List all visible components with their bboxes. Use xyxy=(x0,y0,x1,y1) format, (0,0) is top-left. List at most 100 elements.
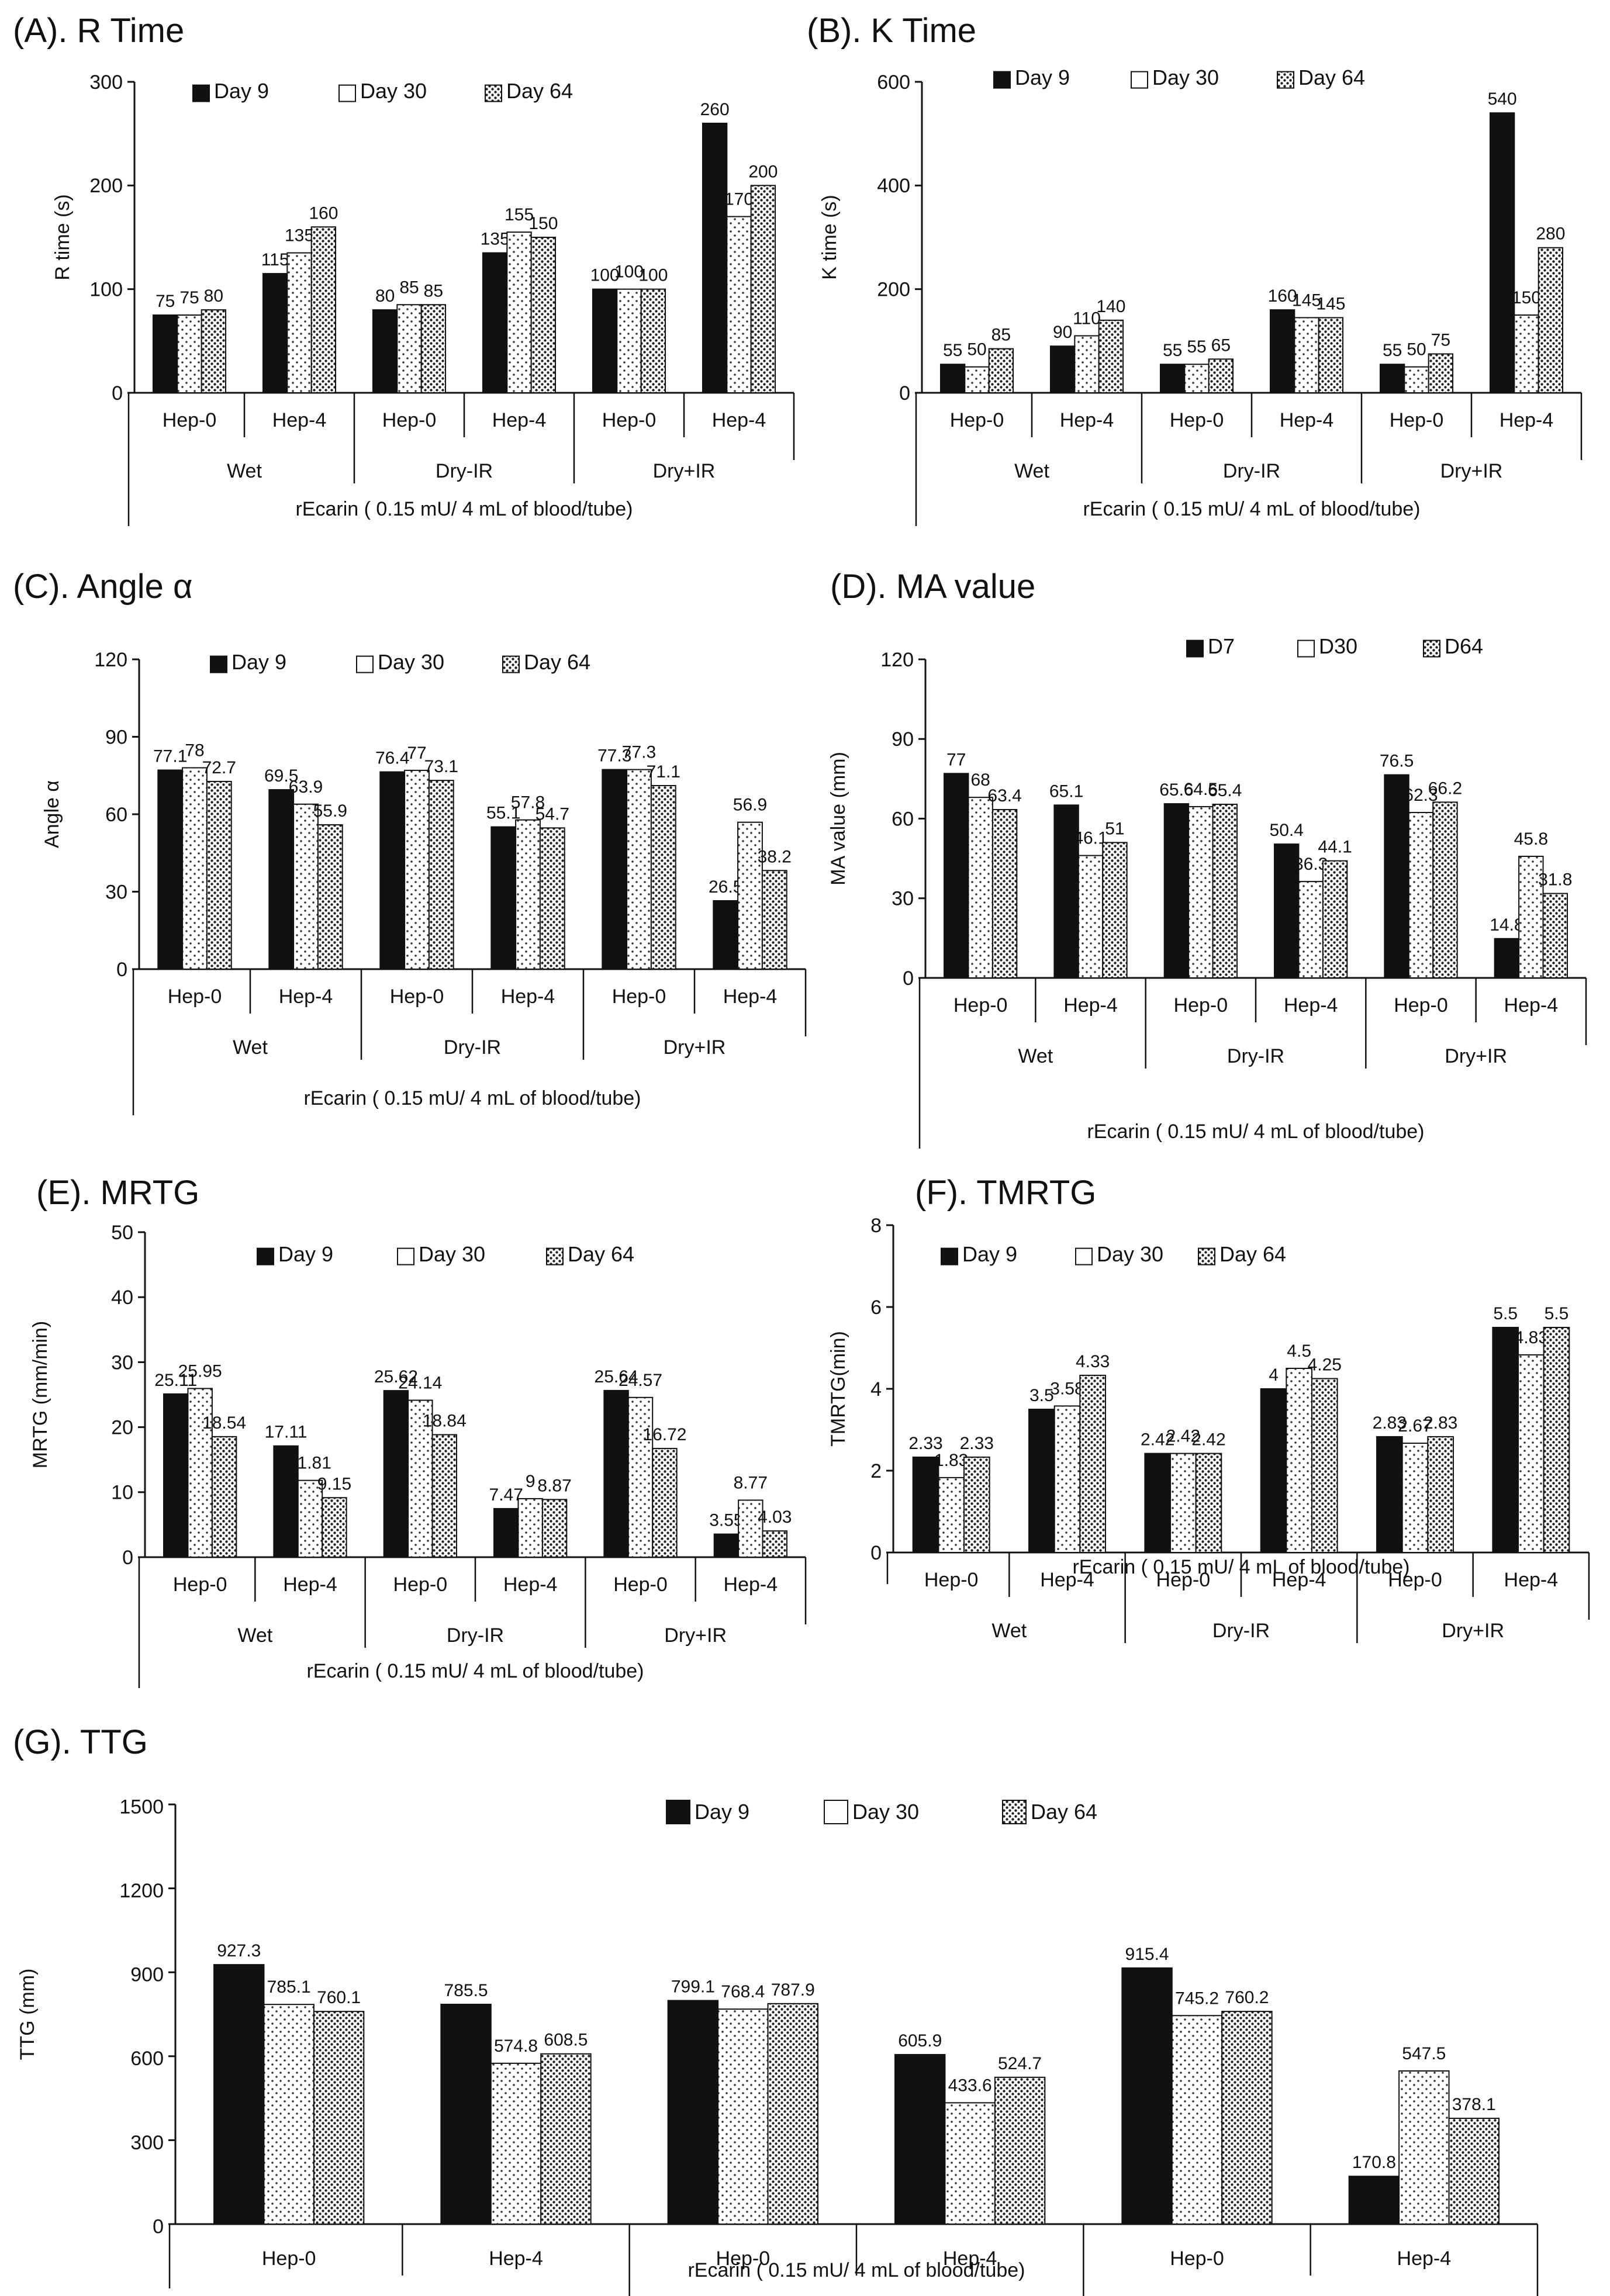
group-label: Dry-IR xyxy=(444,1036,501,1059)
bar xyxy=(1428,353,1454,393)
bar xyxy=(912,1456,939,1553)
bar xyxy=(602,769,628,970)
legend-label: Day 64 xyxy=(1031,1800,1097,1824)
bar xyxy=(182,767,208,970)
bar xyxy=(540,2053,592,2225)
bar xyxy=(1028,1409,1055,1553)
bar xyxy=(383,1390,409,1558)
data-label: 2.67 xyxy=(1398,1416,1432,1436)
legend-label: Day 9 xyxy=(1015,65,1070,89)
bar xyxy=(1121,1967,1173,2225)
chart-title: (G). TTG xyxy=(13,1723,148,1761)
y-tick-label: 0 xyxy=(153,2215,164,2238)
y-tick-label: 30 xyxy=(111,1351,133,1374)
bar xyxy=(506,231,532,393)
data-label: 745.2 xyxy=(1175,1989,1219,2008)
data-label: 76.5 xyxy=(1380,752,1414,771)
category-label: Hep-4 xyxy=(1504,994,1559,1016)
legend-swatch xyxy=(1297,639,1315,658)
data-label: 31.8 xyxy=(1538,870,1572,890)
y-axis-label: K time (s) xyxy=(818,195,841,279)
bar xyxy=(939,364,966,394)
bar xyxy=(404,769,430,970)
data-label: 4 xyxy=(1269,1365,1279,1385)
bar xyxy=(213,1964,265,2225)
bar xyxy=(1170,1453,1197,1554)
bar xyxy=(431,1434,457,1558)
bar xyxy=(1274,843,1300,978)
data-label: 5.5 xyxy=(1493,1304,1518,1323)
bar xyxy=(407,1399,433,1558)
data-label: 57.8 xyxy=(511,793,545,812)
legend-label: Day 9 xyxy=(278,1242,333,1266)
bar xyxy=(1171,2015,1223,2225)
data-label: 54.7 xyxy=(535,804,569,824)
bar xyxy=(262,273,288,394)
bar xyxy=(616,288,642,393)
data-label: 77.3 xyxy=(597,746,631,766)
data-label: 145 xyxy=(1316,294,1345,313)
group-label: Wet xyxy=(227,460,262,482)
y-tick-label: 30 xyxy=(892,888,914,910)
bar xyxy=(1298,881,1324,978)
bar xyxy=(1144,1453,1172,1554)
data-label: 2.83 xyxy=(1373,1413,1407,1433)
category-label: Hep-0 xyxy=(602,409,657,431)
data-label: 8.87 xyxy=(537,1476,571,1495)
legend-swatch xyxy=(1423,639,1440,658)
bar xyxy=(938,1477,965,1553)
x-axis-label: rEcarin ( 0.15 mU/ 4 mL of blood/tube) xyxy=(1072,1556,1409,1578)
bar xyxy=(206,780,232,970)
legend-label: Day 64 xyxy=(568,1242,634,1266)
bar xyxy=(482,252,508,393)
bar xyxy=(1163,803,1190,978)
legend-swatch xyxy=(1075,1247,1093,1265)
panel-a: (A). R Time R time (s) 0 100 200 300 Hep-0 Hep-… xyxy=(13,12,795,526)
data-label: 56.9 xyxy=(733,796,767,815)
data-label: 75 xyxy=(179,288,199,307)
bar xyxy=(627,1396,654,1558)
data-label: 4.25 xyxy=(1308,1356,1342,1375)
bar xyxy=(268,789,295,970)
y-tick-label: 0 xyxy=(899,382,910,404)
data-label: 75 xyxy=(1431,331,1450,350)
category-label: Hep-4 xyxy=(1500,409,1554,431)
group-label: Wet xyxy=(1018,1045,1053,1067)
x-axis-label: rEcarin ( 0.15 mU/ 4 mL of blood/tube) xyxy=(306,1660,644,1682)
legend-label: D30 xyxy=(1319,634,1357,658)
chart-title: (A). R Time xyxy=(13,12,184,50)
data-label: 77 xyxy=(407,744,426,763)
bar xyxy=(177,314,202,393)
category-label: Hep-0 xyxy=(382,409,437,431)
bar xyxy=(1260,1388,1287,1553)
category-label: Hep-4 xyxy=(272,409,327,431)
bar xyxy=(515,819,541,970)
bar xyxy=(1098,319,1124,393)
category-label: Hep-4 xyxy=(1397,2247,1452,2270)
y-tick-label: 600 xyxy=(877,71,910,94)
category-label: Hep-4 xyxy=(1063,994,1118,1016)
data-label: 378.1 xyxy=(1452,2095,1496,2114)
panel-b: (B). K Time K time (s) 0 200 400 600 Hep-0 Hep-… xyxy=(807,12,1583,526)
y-tick-label: 1200 xyxy=(119,1880,164,1902)
data-label: 799.1 xyxy=(671,1977,715,1996)
category-label: Hep-0 xyxy=(953,994,1008,1016)
data-label: 80 xyxy=(375,286,395,306)
y-axis-label: MRTG (mm/min) xyxy=(29,1321,51,1468)
bar xyxy=(379,771,406,970)
data-label: 65.1 xyxy=(1049,782,1083,801)
data-label: 18.84 xyxy=(423,1411,467,1430)
bar xyxy=(163,1393,189,1558)
data-label: 51 xyxy=(1105,819,1124,838)
bar xyxy=(1494,938,1520,978)
data-label: 71.1 xyxy=(647,762,680,782)
legend-swatch xyxy=(1277,71,1294,89)
category-label: Hep-4 xyxy=(1504,1569,1559,1591)
bar xyxy=(1318,317,1344,394)
bar xyxy=(428,780,454,970)
legend-label: Day 9 xyxy=(232,650,286,674)
data-label: 25.64 xyxy=(595,1367,638,1386)
y-tick-label: 20 xyxy=(111,1417,133,1439)
group-label: Dry+IR xyxy=(1440,460,1503,482)
category-label: Hep-4 xyxy=(1272,1569,1326,1591)
